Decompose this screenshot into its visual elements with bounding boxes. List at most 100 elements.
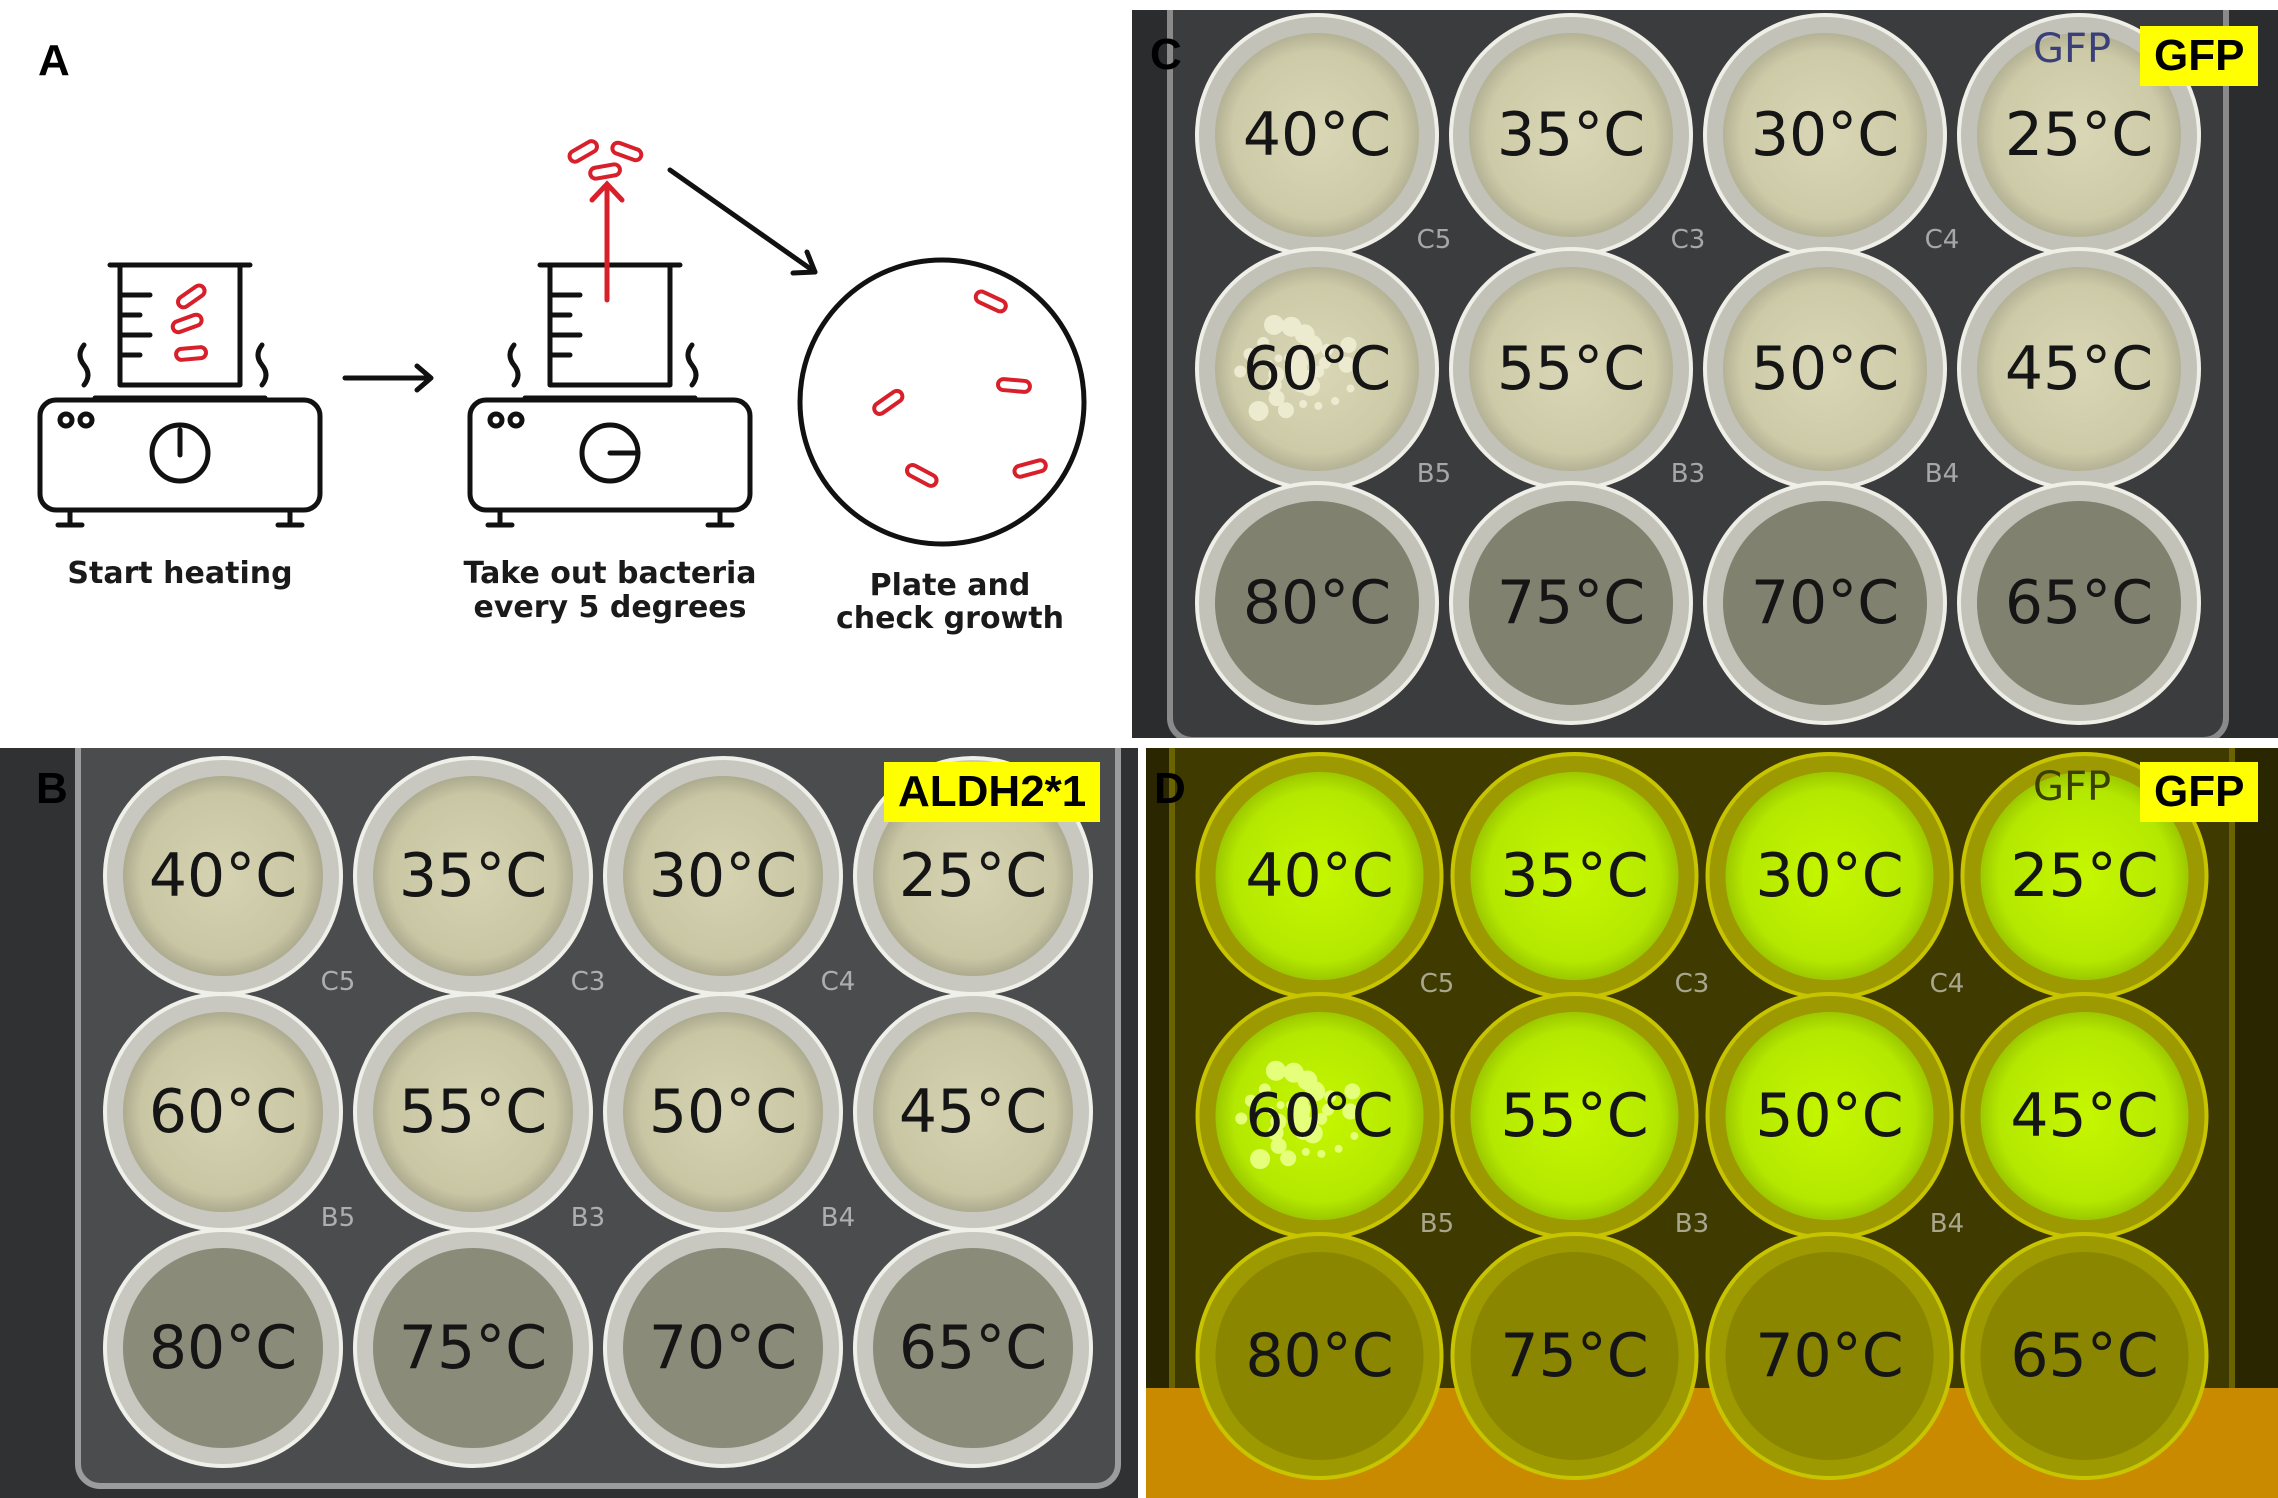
colony <box>1314 401 1323 410</box>
colony <box>1280 1150 1297 1167</box>
colony <box>1334 1144 1343 1153</box>
colony <box>1305 1081 1326 1102</box>
colony <box>1265 1060 1286 1081</box>
corner-mark: B3 <box>1671 459 1705 489</box>
panel-c-letter: C <box>1150 30 1182 79</box>
colony <box>1286 1100 1295 1109</box>
well: 80°C <box>1195 481 1439 725</box>
colony <box>1277 402 1294 419</box>
colony <box>1235 1112 1248 1125</box>
well-label: 80°C <box>1243 568 1391 638</box>
step2-caption-line2: every 5 degrees <box>473 590 747 625</box>
well: 65°C <box>1957 481 2201 725</box>
step3-caption-line2: check growth <box>836 601 1064 636</box>
colony <box>1264 360 1273 369</box>
panel-d-photo: 40°C 35°C 30°C 25°C 60°C 55°C 50°C 45°C 80°C 75°C… <box>1146 748 2278 1498</box>
well-label: 55°C <box>399 1077 547 1147</box>
corner-mark: C5 <box>321 967 356 997</box>
colony <box>1346 384 1355 393</box>
well: 30°C <box>603 756 843 996</box>
colony <box>1340 336 1357 353</box>
corner-mark: C4 <box>821 967 856 997</box>
arrow-right-icon <box>342 363 434 393</box>
well: 75°C <box>353 1228 593 1468</box>
well: 55°C <box>1449 247 1693 491</box>
colony <box>1274 354 1283 363</box>
colony <box>1350 1131 1359 1140</box>
hotplate-icon <box>37 342 323 528</box>
panel-d-tag: GFP <box>2140 762 2259 822</box>
well-label: 50°C <box>1755 1081 1903 1151</box>
well: 75°C <box>1449 481 1693 725</box>
well: 55°C <box>353 992 593 1232</box>
handwritten-note: GFP <box>2033 764 2111 810</box>
corner-mark: C5 <box>1417 225 1452 255</box>
colony <box>1248 400 1269 421</box>
colony <box>1317 1149 1326 1158</box>
corner-mark: B4 <box>1925 459 1959 489</box>
well-label: 60°C <box>1243 334 1391 404</box>
panel-d-letter: D <box>1154 764 1186 813</box>
well-label: 30°C <box>1751 100 1899 170</box>
panel-c-plate: 40°C 35°C 30°C 25°C 60°C 55°C 50°C 45°C 80°C 75°C… <box>1167 10 2229 738</box>
well: 40°C <box>103 756 343 996</box>
well-label: 70°C <box>649 1313 797 1383</box>
well: 60°C <box>1195 992 1444 1240</box>
colony <box>1321 1103 1334 1116</box>
panel-b-tag: ALDH2*1 <box>884 762 1101 822</box>
well-label: 75°C <box>399 1313 547 1383</box>
well-label: 70°C <box>1755 1321 1903 1391</box>
colony <box>1295 368 1308 381</box>
well: 40°C <box>1195 13 1439 257</box>
well: 25°C <box>1957 13 2201 257</box>
colony <box>1299 400 1308 409</box>
hotplate-icon <box>467 342 753 528</box>
well: 45°C <box>853 992 1093 1232</box>
well-label: 60°C <box>1245 1081 1393 1151</box>
panel-b-plate: 40°C 35°C 30°C 25°C 60°C 55°C 50°C 45°C 80°C 75°C… <box>75 748 1121 1489</box>
colony <box>1293 1105 1302 1114</box>
corner-mark: B5 <box>1420 1209 1454 1239</box>
petri-dish-icon <box>797 257 1087 547</box>
well-label: 40°C <box>1243 100 1391 170</box>
well: 30°C <box>1703 13 1947 257</box>
bacteria-icon <box>170 139 1048 488</box>
well-label: 80°C <box>1245 1321 1393 1391</box>
panel-d-plate: 40°C 35°C 30°C 25°C 60°C 55°C 50°C 45°C 80°C 75°C… <box>1146 748 2278 1498</box>
well: 70°C <box>603 1228 843 1468</box>
well-label: 50°C <box>1751 334 1899 404</box>
well: 80°C <box>103 1228 343 1468</box>
well-label: 35°C <box>1500 841 1648 911</box>
corner-mark: B3 <box>571 1203 605 1233</box>
well: 40°C <box>1195 752 1444 1000</box>
well: 30°C <box>1705 752 1954 1000</box>
well-label: 45°C <box>2005 334 2153 404</box>
colony <box>1244 1094 1257 1107</box>
well-label: 60°C <box>149 1077 297 1147</box>
well: 35°C <box>1450 752 1699 1000</box>
well: 35°C <box>1449 13 1693 257</box>
well: 45°C <box>1957 247 2201 491</box>
corner-mark: B5 <box>1417 459 1451 489</box>
well: 55°C <box>1450 992 1699 1240</box>
well: 70°C <box>1705 1232 1954 1480</box>
panel-a: A <box>0 0 1130 740</box>
panel-c-tag: GFP <box>2140 26 2259 86</box>
well-label: 25°C <box>2010 841 2158 911</box>
corner-mark: B3 <box>1675 1209 1709 1239</box>
corner-mark: C3 <box>1671 225 1706 255</box>
well-label: 75°C <box>1497 568 1645 638</box>
corner-mark: C3 <box>571 967 606 997</box>
well: 35°C <box>353 756 593 996</box>
step1-caption: Start heating <box>67 556 293 591</box>
well-label: 35°C <box>1497 100 1645 170</box>
well: 50°C <box>603 992 843 1232</box>
colony <box>1320 343 1333 356</box>
beaker-icon <box>107 262 253 388</box>
well-label: 50°C <box>649 1077 797 1147</box>
well: 45°C <box>1960 992 2209 1240</box>
colony <box>1338 356 1355 373</box>
colony <box>1302 335 1323 356</box>
well-label: 65°C <box>2010 1321 2158 1391</box>
well-label: 55°C <box>1497 334 1645 404</box>
